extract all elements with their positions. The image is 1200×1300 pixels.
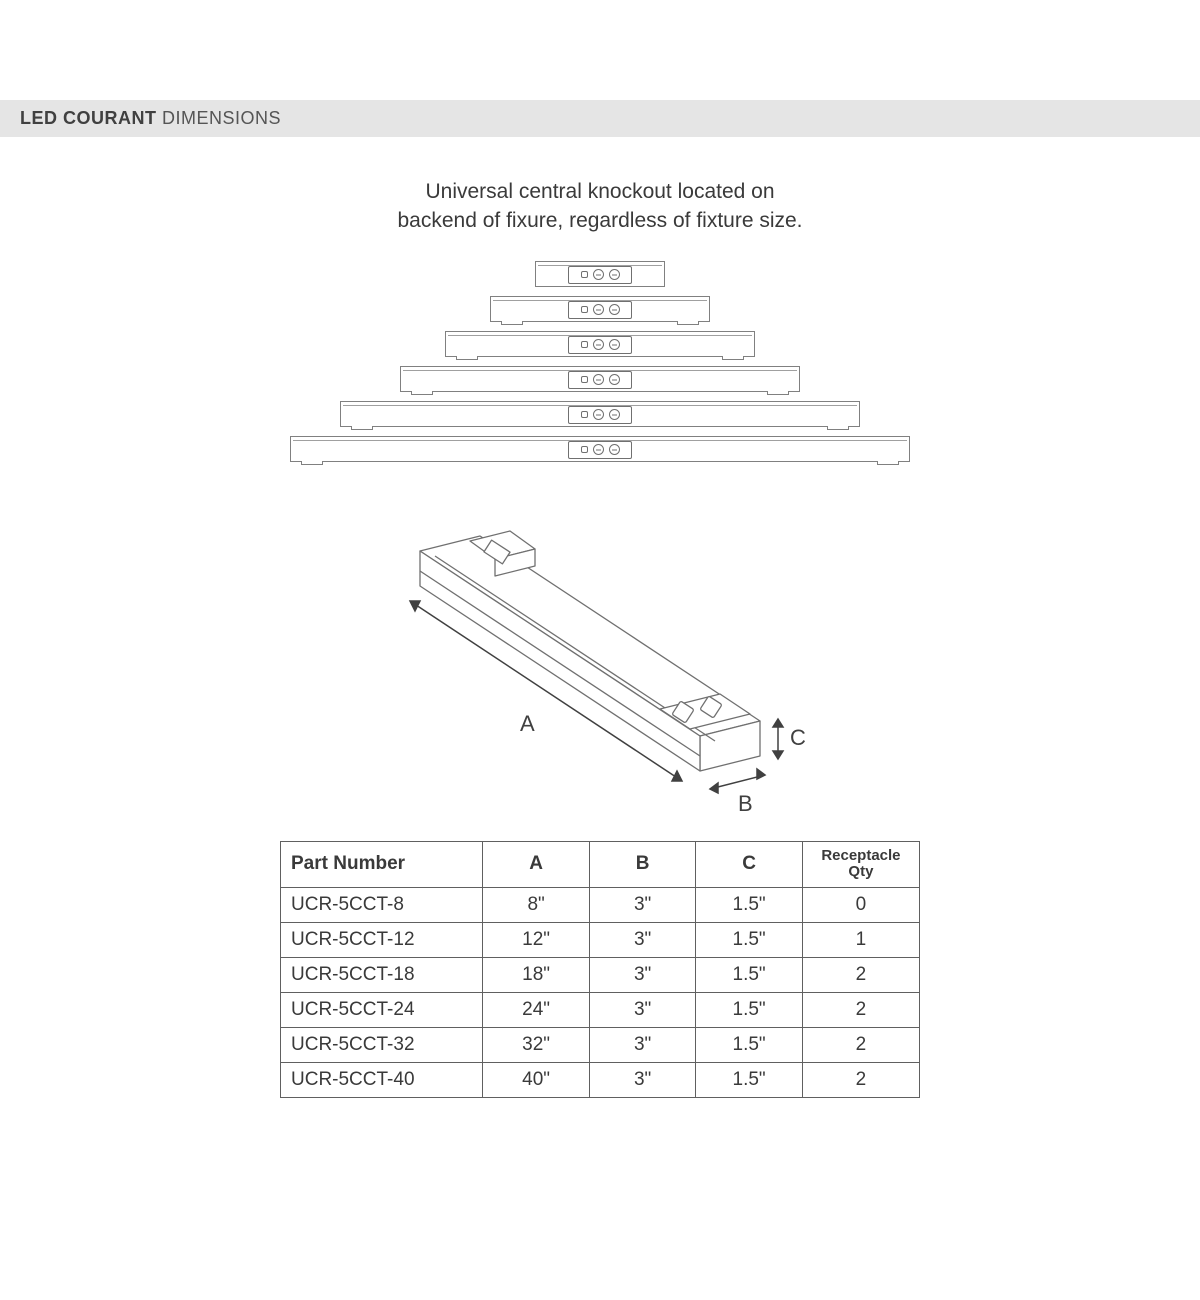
- cell-value: 18": [483, 957, 590, 992]
- fixture-bar: [290, 436, 910, 462]
- table-row: UCR-5CCT-88"3"1.5"0: [281, 887, 920, 922]
- cell-value: 1.5": [696, 1062, 803, 1097]
- header-rest: DIMENSIONS: [157, 108, 282, 128]
- cell-value: 1.5": [696, 1027, 803, 1062]
- cell-value: 1.5": [696, 887, 803, 922]
- cell-value: 12": [483, 922, 590, 957]
- knockout-icon: [568, 336, 632, 354]
- th-c: C: [696, 841, 803, 887]
- section-header: LED COURANT DIMENSIONS: [0, 100, 1200, 137]
- cell-value: 0: [802, 887, 919, 922]
- dim-label-a: A: [520, 711, 535, 737]
- knockout-icon: [568, 406, 632, 424]
- fixture-bar: [445, 331, 755, 357]
- caption-line2: backend of fixure, regardless of fixture…: [190, 206, 1010, 235]
- cell-part-number: UCR-5CCT-18: [281, 957, 483, 992]
- cell-value: 3": [589, 1062, 696, 1097]
- cell-value: 1.5": [696, 922, 803, 957]
- knockout-icon: [568, 371, 632, 389]
- cell-value: 1.5": [696, 957, 803, 992]
- header-bold: LED COURANT: [20, 108, 157, 128]
- knockout-icon: [568, 301, 632, 319]
- cell-part-number: UCR-5CCT-8: [281, 887, 483, 922]
- dimensions-table: Part Number A B C ReceptacleQty UCR-5CCT…: [280, 841, 920, 1098]
- fixture-bar: [490, 296, 710, 322]
- table-row: UCR-5CCT-1818"3"1.5"2: [281, 957, 920, 992]
- knockout-icon: [568, 266, 632, 284]
- cell-value: 40": [483, 1062, 590, 1097]
- cell-value: 3": [589, 957, 696, 992]
- cell-value: 32": [483, 1027, 590, 1062]
- fixture-bar: [535, 261, 665, 287]
- cell-value: 8": [483, 887, 590, 922]
- fixture-stack-diagram: [290, 261, 910, 491]
- table-row: UCR-5CCT-1212"3"1.5"1: [281, 922, 920, 957]
- cell-value: 2: [802, 992, 919, 1027]
- cell-value: 3": [589, 992, 696, 1027]
- th-b: B: [589, 841, 696, 887]
- cell-value: 3": [589, 922, 696, 957]
- th-part-number: Part Number: [281, 841, 483, 887]
- cell-part-number: UCR-5CCT-12: [281, 922, 483, 957]
- dim-label-b: B: [738, 791, 753, 817]
- knockout-icon: [568, 441, 632, 459]
- cell-value: 2: [802, 1027, 919, 1062]
- caption: Universal central knockout located on ba…: [190, 177, 1010, 236]
- cell-value: 3": [589, 887, 696, 922]
- fixture-bar: [340, 401, 860, 427]
- isometric-diagram: A B C: [360, 521, 840, 821]
- fixture-bar: [400, 366, 800, 392]
- cell-value: 24": [483, 992, 590, 1027]
- th-receptacle: ReceptacleQty: [802, 841, 919, 887]
- cell-value: 2: [802, 957, 919, 992]
- dim-label-c: C: [790, 725, 806, 751]
- cell-value: 1.5": [696, 992, 803, 1027]
- cell-part-number: UCR-5CCT-32: [281, 1027, 483, 1062]
- cell-part-number: UCR-5CCT-40: [281, 1062, 483, 1097]
- table-row: UCR-5CCT-4040"3"1.5"2: [281, 1062, 920, 1097]
- cell-value: 1: [802, 922, 919, 957]
- cell-value: 3": [589, 1027, 696, 1062]
- cell-value: 2: [802, 1062, 919, 1097]
- table-row: UCR-5CCT-2424"3"1.5"2: [281, 992, 920, 1027]
- caption-line1: Universal central knockout located on: [190, 177, 1010, 206]
- th-a: A: [483, 841, 590, 887]
- table-row: UCR-5CCT-3232"3"1.5"2: [281, 1027, 920, 1062]
- cell-part-number: UCR-5CCT-24: [281, 992, 483, 1027]
